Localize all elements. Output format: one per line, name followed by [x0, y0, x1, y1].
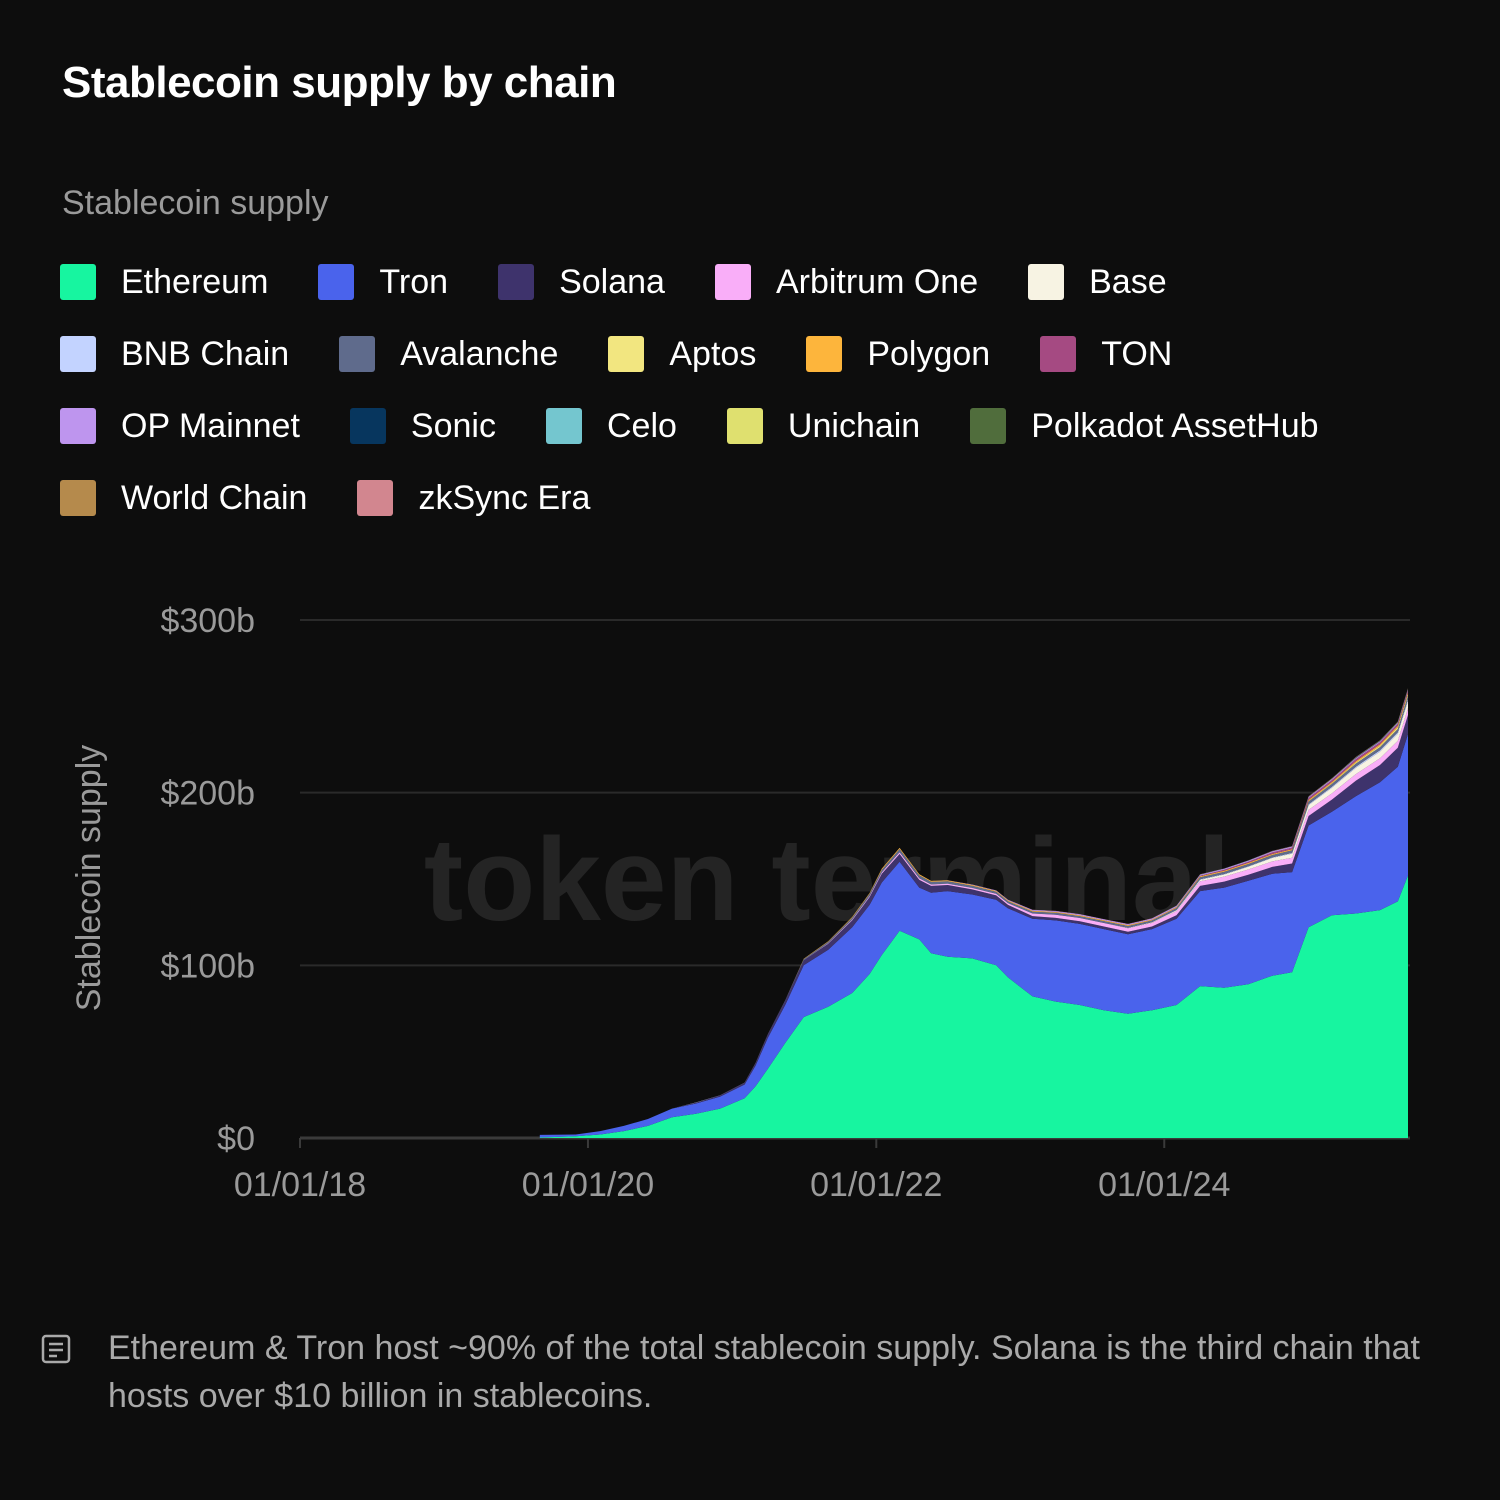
note-icon: [41, 1334, 71, 1364]
y-tick-label: $300b: [160, 602, 255, 640]
legend-swatch: [349, 408, 386, 444]
legend-label: Polygon: [867, 334, 991, 373]
legend-item[interactable]: Tron: [318, 263, 448, 302]
legend-item[interactable]: Base: [1028, 263, 1167, 302]
legend-swatch: [545, 408, 582, 444]
y-tick-labels: $0 $100b $200b $300b: [160, 602, 255, 1158]
legend-label: TON: [1101, 334, 1173, 373]
legend-label: Ethereum: [121, 262, 269, 301]
legend-swatch: [339, 336, 376, 372]
y-tick-label: $200b: [160, 775, 255, 813]
legend-label: Solana: [559, 262, 665, 301]
legend-swatch: [60, 264, 96, 300]
legend-swatch: [970, 408, 1007, 444]
legend-item[interactable]: Sonic: [349, 406, 496, 446]
y-tick-label: $100b: [160, 947, 255, 985]
x-tick-label: 01/01/20: [522, 1166, 654, 1204]
note: Ethereum & Tron host ~90% of the total s…: [40, 1324, 1460, 1420]
y-axis-label: Stablecoin supply: [70, 745, 108, 1012]
legend-swatch: [806, 336, 843, 372]
x-tick-label: 01/01/18: [234, 1166, 366, 1204]
legend-item[interactable]: Unichain: [726, 406, 921, 446]
legend-swatch: [608, 336, 645, 372]
legend-swatch: [357, 480, 394, 516]
legend-swatch: [714, 264, 751, 300]
legend-item[interactable]: Avalanche: [339, 335, 558, 374]
legend-row: OP Mainnet Sonic Celo Unichain Polkadot Asse…: [60, 390, 1460, 462]
legend-item[interactable]: Solana: [498, 263, 665, 302]
legend-label: Unichain: [787, 406, 921, 445]
legend-row: BNB Chain Avalanche Aptos Polygon TON: [60, 318, 1460, 390]
legend-label: Avalanche: [400, 334, 559, 373]
legend-swatch: [60, 408, 96, 444]
legend-row: World Chain zkSync Era: [60, 462, 1460, 534]
series-area-tron: [539, 734, 1408, 1138]
series-area-ethereum: [539, 875, 1408, 1138]
legend-swatch: [726, 408, 763, 444]
x-tick-labels: 01/01/18 01/01/20 01/01/22 01/01/24: [234, 1138, 1230, 1204]
y-tick-label: $0: [217, 1120, 255, 1158]
legend-swatch: [1040, 336, 1077, 372]
legend-item[interactable]: Ethereum: [60, 263, 268, 302]
legend-row: Ethereum Tron Solana Arbitrum One Base: [60, 246, 1460, 318]
legend-swatch: [60, 336, 96, 372]
page-title: Stablecoin supply by chain: [62, 58, 617, 107]
legend-swatch: [60, 480, 96, 516]
legend-swatch: [1028, 264, 1065, 300]
legend-swatch: [498, 264, 535, 300]
legend-item[interactable]: Aptos: [608, 335, 756, 374]
legend-label: Celo: [606, 406, 677, 445]
legend-label: Arbitrum One: [775, 262, 979, 301]
legend-item[interactable]: Arbitrum One: [714, 262, 979, 302]
legend-label: Polkadot AssetHub: [1031, 406, 1319, 445]
legend: Ethereum Tron Solana Arbitrum One Base BNB Ch…: [60, 246, 1460, 534]
x-tick-label: 01/01/24: [1098, 1166, 1230, 1204]
stacked-area-chart: token terminal_ $0$100b$200b$300b 01/01/…: [70, 602, 1410, 1204]
legend-swatch: [318, 264, 355, 300]
legend-label: World Chain: [121, 478, 308, 517]
legend-item[interactable]: Polygon: [806, 335, 990, 374]
legend-label: OP Mainnet: [121, 406, 300, 445]
x-tick-label: 01/01/22: [810, 1166, 942, 1204]
legend-label: Base: [1089, 262, 1167, 301]
legend-item[interactable]: BNB Chain: [60, 335, 289, 374]
legend-title: Stablecoin supply: [62, 184, 329, 222]
legend-item[interactable]: TON: [1040, 335, 1172, 374]
legend-item[interactable]: World Chain: [60, 479, 307, 518]
legend-item[interactable]: zkSync Era: [357, 479, 590, 518]
legend-label: Sonic: [410, 406, 496, 445]
legend-label: Aptos: [669, 334, 757, 373]
legend-label: zkSync Era: [418, 478, 591, 517]
note-text: Ethereum & Tron host ~90% of the total s…: [108, 1329, 1420, 1415]
legend-label: BNB Chain: [121, 334, 290, 373]
legend-item[interactable]: OP Mainnet: [60, 407, 300, 446]
series-areas: [539, 688, 1408, 1138]
legend-item[interactable]: Celo: [545, 406, 677, 446]
legend-label: Tron: [379, 262, 449, 301]
legend-item[interactable]: Polkadot AssetHub: [970, 406, 1319, 446]
